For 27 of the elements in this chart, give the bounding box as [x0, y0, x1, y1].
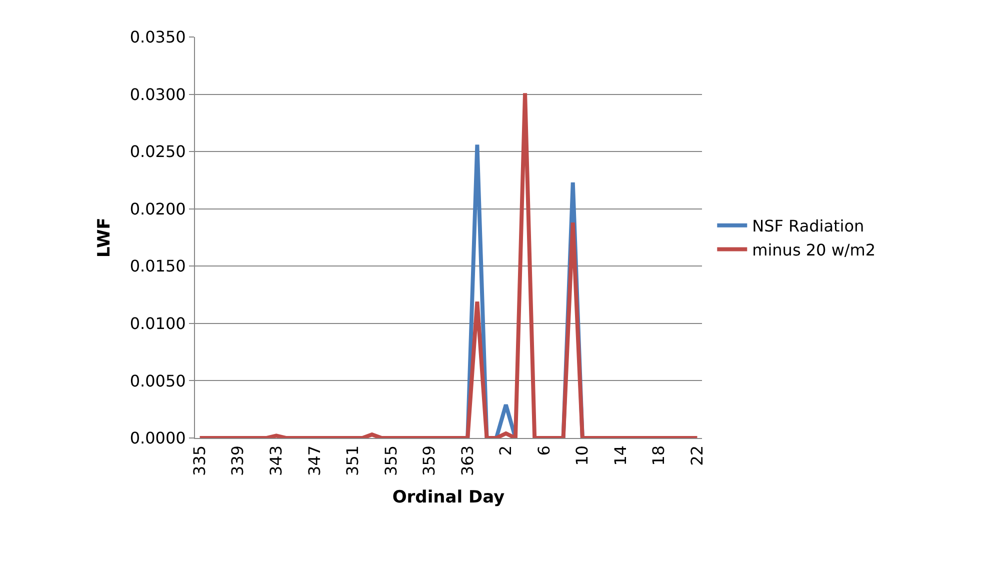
x-tick-label: 343 — [266, 445, 286, 476]
y-tick-label: 0.0350 — [130, 28, 186, 47]
y-tick-label: 0.0300 — [130, 84, 186, 104]
x-tick-label: 14 — [610, 445, 630, 466]
x-tick-label: 6 — [534, 445, 554, 456]
y-axis-title: LWF — [94, 218, 114, 258]
x-tick-label: 339 — [228, 445, 248, 476]
y-tick-label: 0.0100 — [130, 314, 186, 334]
y-tick-label: 0.0200 — [130, 199, 186, 218]
y-tick-label: 0.0050 — [130, 371, 186, 390]
legend-label: NSF Radiation — [752, 216, 864, 236]
x-tick-label: 359 — [420, 445, 439, 476]
x-tick-label: 22 — [687, 445, 706, 466]
x-tick-label: 347 — [304, 445, 324, 476]
x-tick-label: 2 — [496, 445, 516, 456]
x-tick-label: 355 — [381, 445, 400, 476]
legend-label: minus 20 w/m2 — [752, 240, 876, 260]
y-tick-label: 0.0000 — [130, 428, 186, 448]
x-tick-label: 10 — [572, 445, 592, 466]
x-tick-label: 351 — [343, 445, 362, 476]
x-tick-label: 335 — [190, 445, 209, 476]
y-tick-label: 0.0150 — [130, 256, 186, 276]
x-axis-title: Ordinal Day — [392, 487, 505, 508]
x-tick-label: 363 — [458, 445, 477, 476]
x-tick-label: 18 — [649, 445, 668, 466]
line-series — [198, 91, 700, 438]
y-tick-label: 0.0250 — [130, 142, 186, 162]
